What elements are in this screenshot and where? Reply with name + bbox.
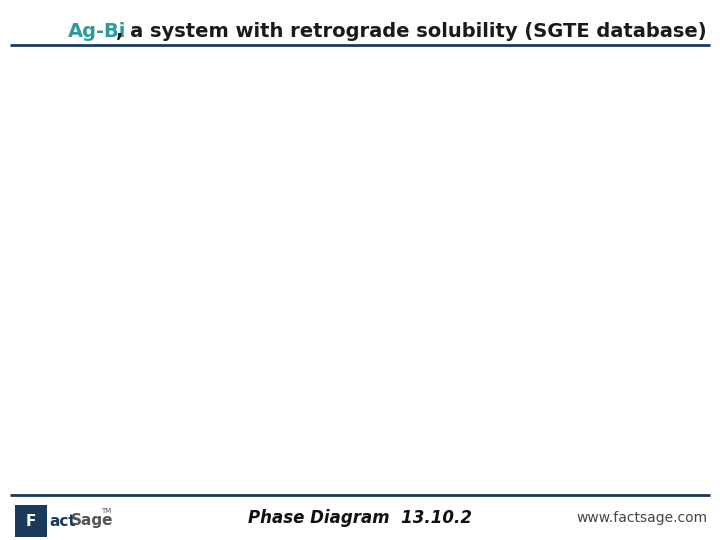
Text: , a system with retrograde solubility (SGTE database): , a system with retrograde solubility (S… — [116, 22, 706, 41]
Text: Sage: Sage — [71, 514, 114, 529]
Text: Phase Diagram  13.10.2: Phase Diagram 13.10.2 — [248, 509, 472, 527]
Text: F: F — [26, 514, 36, 529]
Text: act: act — [49, 514, 76, 529]
Text: TM: TM — [101, 508, 112, 514]
Text: Ag-Bi: Ag-Bi — [68, 22, 127, 41]
Text: www.factsage.com: www.factsage.com — [577, 511, 708, 525]
FancyBboxPatch shape — [15, 505, 47, 537]
